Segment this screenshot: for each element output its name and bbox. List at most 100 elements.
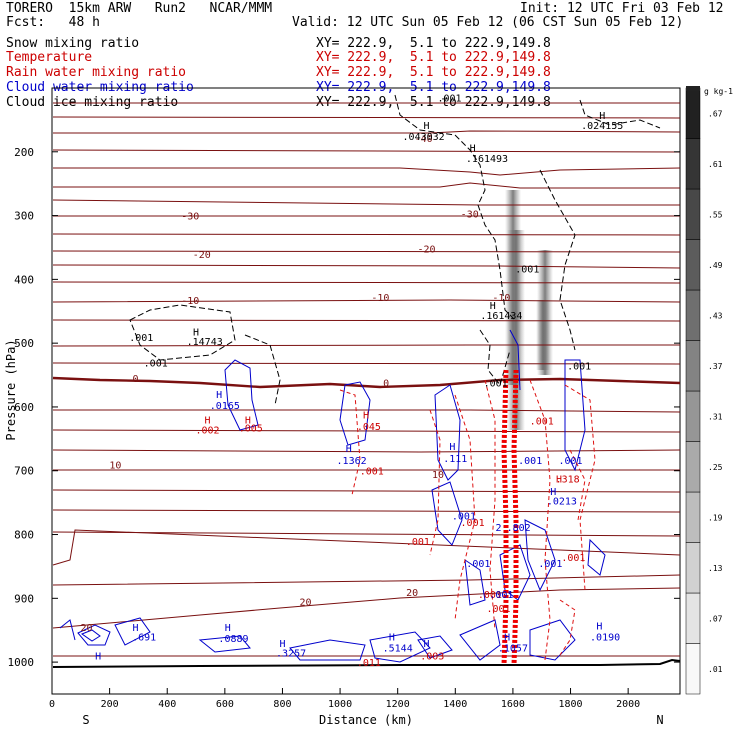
cloud-water-contour [59,619,76,641]
x-tick-label: 800 [273,699,291,710]
valid-time: Valid: 12 UTC Sun 05 Feb 12 (06 CST Sun … [292,15,684,30]
maximum-label: .003 [420,652,444,663]
rain-water-contour [529,379,551,661]
colorbar-swatch [685,87,701,139]
maximum-label: .001 [452,511,476,522]
snow-shading-band [507,230,525,430]
isotherm-line [53,130,681,134]
isotherm-line [52,587,681,629]
cloud-water-contour [459,619,501,661]
maximum-label: .1057 [498,643,528,654]
isotherm-line [52,531,681,537]
colorbar-swatch [685,188,701,240]
colorbar-label: .31 [708,412,723,421]
colorbar-label: .37 [708,362,723,371]
isotherm-line [52,264,681,269]
x-tick-label: 1600 [501,699,525,710]
cloud-ice-contour [579,99,661,129]
maximum-label: H [550,487,556,498]
maximum-label: .043032 [403,132,445,143]
maximum-label: .802 [507,523,531,534]
maximum-label: .161493 [466,154,508,165]
y-tick-label: 700 [14,465,34,478]
x-tick-label: 600 [216,699,234,710]
maximum-label: .001 [567,361,591,372]
colorbar-swatch [685,592,701,644]
isotherm-line [52,529,681,566]
maximum-label: .001 [437,94,461,105]
rain-water-contour [429,409,441,556]
colorbar-swatch [685,138,701,190]
maximum-label: .0190 [590,633,620,644]
maximum-label: H [193,328,199,339]
maximum-label: .5144 [383,643,413,654]
maximum-label: .001 [538,559,562,570]
isotherm-line [52,299,681,303]
cloud-water-contour [417,635,453,659]
x-tick-label: 2000 [616,699,640,710]
init-time: Init: 12 UTC Fri 03 Feb 12 [520,1,724,16]
isotherm-label: -10 [371,293,389,304]
maximum-label: .001 [518,456,542,467]
cloud-water-contour [587,538,606,576]
isotherm-label: 20 [406,588,418,599]
maximum-label: H [423,639,429,650]
cloud-ice-contour [129,304,236,361]
forecast-hour: Fcst: 48 h [6,15,100,30]
cloud-water-contour [339,381,371,446]
maximum-label: H [363,411,369,422]
isotherm-line [52,574,681,586]
maximum-label: .111 [443,454,467,465]
y-tick-label: 800 [14,529,34,542]
field-name-snow: Snow mixing ratio [6,36,140,51]
maximum-label: .14743 [187,337,223,348]
maximum-label: .001 [530,416,554,427]
maximum-label: .3257 [276,649,306,660]
isotherm-label: -20 [193,250,211,261]
y-tick-label: 500 [14,337,34,350]
x-axis-end-left: S [82,713,89,727]
cloud-water-contour [434,384,461,481]
field-range-temperature: XY= 222.9, 5.1 to 222.9,149.8 [316,50,551,65]
maximum-label: .161434 [480,311,522,322]
isotherm-label: -40 [415,134,433,145]
isotherm-line [52,362,681,365]
maximum-label: H [449,442,455,453]
maximum-label: .001 [360,467,384,478]
y-tick-label: 600 [14,401,34,414]
field-name-temperature: Temperature [6,50,93,65]
cloud-water-contour [114,617,151,646]
maximum-label: .011 [357,658,381,669]
maximum-label: .024155 [581,121,623,132]
colorbar-label: .61 [708,160,723,169]
maximum-label: .318 [556,474,580,485]
field-name-rain: Rain water mixing ratio [6,65,187,80]
colorbar-swatch [685,239,701,291]
maximum-label: H [216,390,222,401]
rain-core [501,369,519,666]
y-axis-title: Pressure (hPa) [4,339,18,440]
colorbar-units: g kg-1 [704,87,733,96]
isotherm-line [52,199,680,206]
y-tick-label: 300 [14,210,34,223]
isotherm-line [53,182,680,189]
maximum-label: .001 [561,553,585,564]
cloud-water-contour [289,639,366,661]
maximum-label: .001 [466,559,490,570]
y-tick-label: 200 [14,146,34,159]
isotherm-label: 0 [383,379,389,390]
x-tick-label: 1000 [328,699,352,710]
maximum-label: H [596,622,602,633]
x-tick-label: 1200 [386,699,410,710]
maximum-label: .001 [129,333,153,344]
cloud-water-contour [224,359,259,431]
maximum-label: .005 [239,423,263,434]
field-range-rain: XY= 222.9, 5.1 to 222.9,149.8 [316,65,551,80]
colorbar-label: .13 [708,564,723,573]
maximum-label: H [389,633,395,644]
isotherm-line [52,281,681,284]
colorbar-label: .43 [708,311,723,320]
colorbar-label: .49 [708,261,723,270]
maximum-label: .0165 [210,401,240,412]
